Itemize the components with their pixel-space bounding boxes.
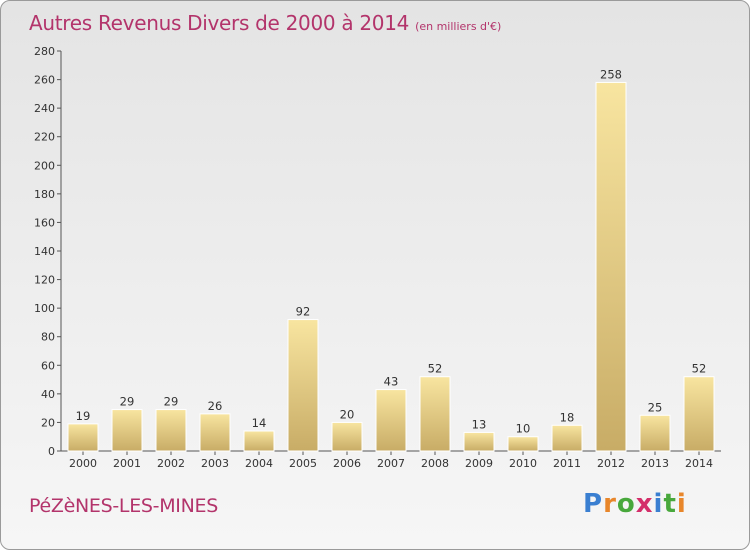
y-tick-label: 280	[34, 45, 55, 58]
location-name: PéZèNES-LES-MINES	[29, 495, 218, 517]
y-tick-label: 20	[41, 416, 55, 429]
y-tick-label: 200	[34, 159, 55, 172]
bar	[419, 376, 451, 452]
bar	[155, 409, 187, 452]
x-tick-label: 2009	[465, 457, 493, 470]
title-text: Autres Revenus Divers de 2000 à 2014	[29, 11, 410, 35]
data-label: 25	[648, 400, 663, 414]
data-label: 29	[164, 395, 179, 409]
bar	[375, 389, 407, 452]
bar	[639, 414, 671, 452]
y-tick-label: 240	[34, 102, 55, 115]
data-label: 13	[472, 417, 487, 431]
y-tick-label: 180	[34, 188, 55, 201]
proxiti-logo: Proxiti	[583, 489, 687, 519]
y-tick-label: 80	[41, 331, 55, 344]
data-label: 20	[340, 407, 355, 421]
unit-subtitle: (en milliers d'€)	[415, 20, 502, 33]
y-tick-label: 40	[41, 388, 55, 401]
x-tick-label: 2003	[201, 457, 229, 470]
y-tick-label: 0	[48, 445, 55, 458]
bar	[331, 421, 363, 452]
y-tick-label: 60	[41, 359, 55, 372]
bar	[551, 424, 583, 452]
y-tick-label: 100	[34, 302, 55, 315]
data-label: 19	[76, 409, 91, 423]
bar	[463, 431, 495, 452]
logo-letter: i	[653, 489, 664, 519]
data-label: 29	[120, 395, 135, 409]
y-tick-label: 140	[34, 245, 55, 258]
x-tick-label: 2008	[421, 457, 449, 470]
data-label: 14	[252, 416, 267, 430]
x-tick-label: 2012	[597, 457, 625, 470]
bar	[595, 81, 627, 452]
data-label: 52	[428, 362, 443, 376]
y-tick-label: 160	[34, 216, 55, 229]
bar	[507, 436, 539, 452]
y-tick-label: 220	[34, 131, 55, 144]
logo-letter: t	[663, 489, 677, 519]
data-label: 52	[692, 362, 707, 376]
x-tick-label: 2001	[113, 457, 141, 470]
bar	[199, 413, 231, 452]
x-tick-label: 2014	[685, 457, 713, 470]
logo-letter: i	[676, 489, 687, 519]
chart-title: Autres Revenus Divers de 2000 à 2014 (en …	[29, 11, 501, 35]
logo-letter: x	[635, 489, 654, 519]
data-label: 26	[208, 399, 223, 413]
y-tick-label: 120	[34, 274, 55, 287]
x-tick-label: 2011	[553, 457, 581, 470]
logo-letter: P	[583, 489, 604, 519]
x-tick-label: 2005	[289, 457, 317, 470]
x-tick-label: 2006	[333, 457, 361, 470]
bar	[243, 430, 275, 452]
data-labels: 19 29 29 26 14 92 20 43 52 13 10 18 258 25 52	[76, 67, 707, 435]
x-tick-label: 2010	[509, 457, 537, 470]
bars	[67, 81, 715, 452]
data-label: 18	[560, 410, 575, 424]
x-tick-label: 2007	[377, 457, 405, 470]
bar	[287, 319, 319, 452]
x-tick-label: 2002	[157, 457, 185, 470]
bar	[111, 409, 143, 452]
logo-letter: r	[603, 489, 617, 519]
bar	[683, 376, 715, 452]
data-label: 258	[600, 67, 622, 81]
data-label: 43	[384, 375, 399, 389]
y-tick-label: 260	[34, 74, 55, 87]
data-label: 92	[296, 305, 311, 319]
data-label: 10	[516, 422, 531, 436]
logo-letter: o	[616, 489, 636, 519]
x-tick-label: 2000	[69, 457, 97, 470]
axes: 0204060801001201401601802002202402602802…	[34, 45, 721, 470]
bar	[67, 423, 99, 452]
x-tick-label: 2004	[245, 457, 273, 470]
x-tick-label: 2013	[641, 457, 669, 470]
